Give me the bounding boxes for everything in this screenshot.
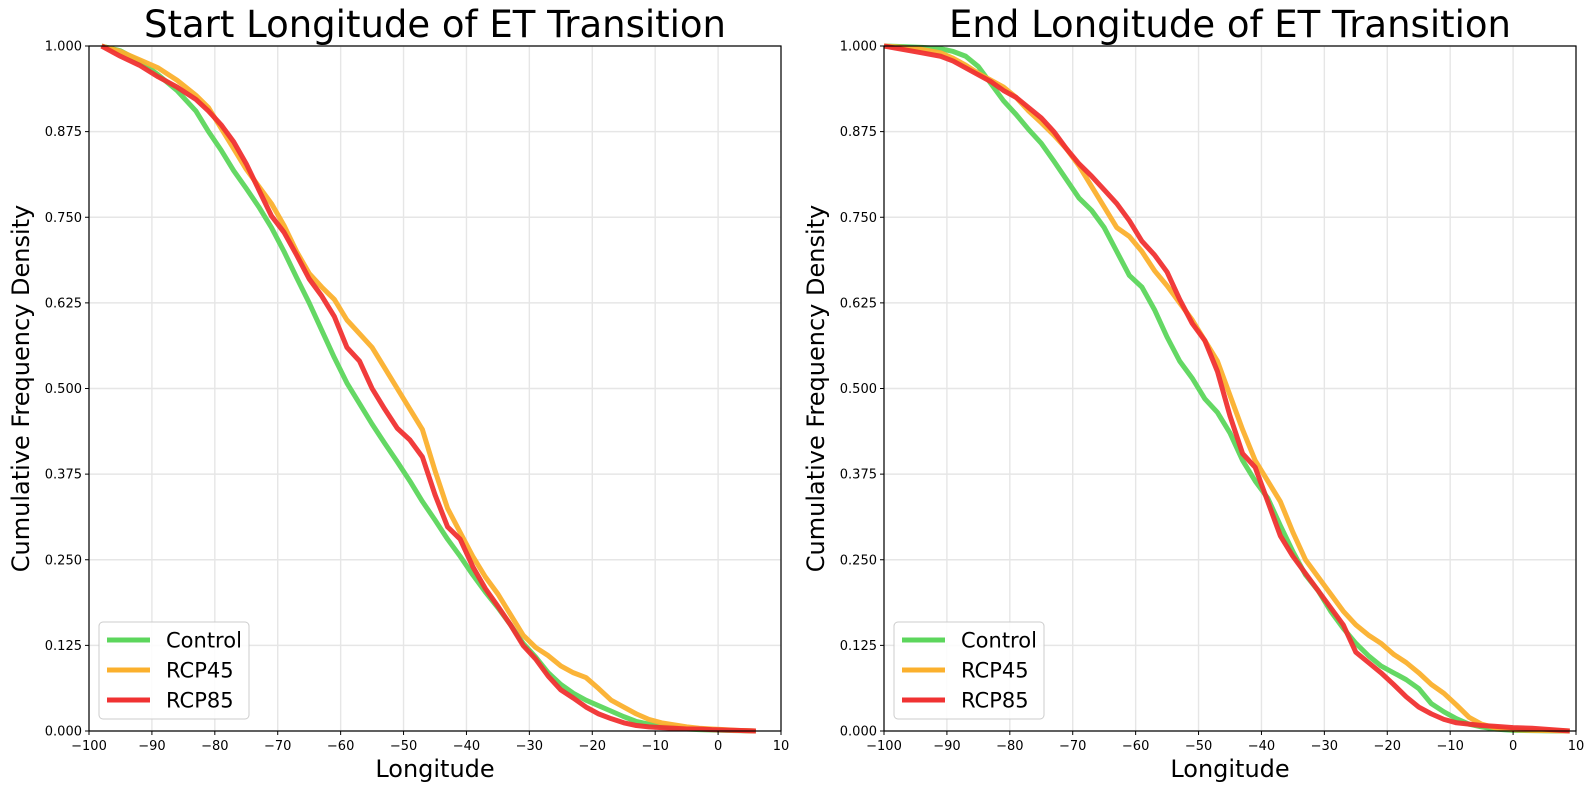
chart-panel-1: −100 −90 −80 −70 −60 −50 −40 −30 −20 −10 0 100.0000… (7, 3, 789, 783)
x-tick-label: −40 (1248, 739, 1275, 754)
x-tick-label: −70 (264, 739, 291, 754)
x-tick-label: −100 (866, 739, 902, 754)
legend: Control RCP45 RCP85 (893, 621, 1045, 720)
y-tick-label: 0.750 (840, 211, 877, 226)
y-tick-label: 0.125 (840, 639, 877, 654)
series-line-control (100, 43, 756, 734)
series-line-rcp85 (100, 43, 756, 734)
x-tick-label: 0 (714, 739, 722, 754)
chart-title: End Longitude of ET Transition (949, 3, 1511, 46)
x-tick-label: −60 (327, 739, 354, 754)
x-tick-label: −100 (71, 739, 107, 754)
x-tick-label: −80 (201, 739, 228, 754)
x-tick-label: −90 (933, 739, 960, 754)
x-tick-label: −20 (1374, 739, 1401, 754)
y-tick-label: 0.500 (840, 382, 877, 397)
legend-label-control: Control (166, 629, 242, 653)
y-tick-label: 0.250 (45, 553, 82, 568)
legend-box (893, 621, 1045, 720)
x-tick-label: 0 (1509, 739, 1517, 754)
legend-label-rcp85: RCP85 (961, 689, 1029, 713)
x-tick-label: −30 (516, 739, 543, 754)
series-line-rcp45 (100, 43, 756, 734)
legend-label-rcp45: RCP45 (961, 659, 1029, 683)
legend-box (98, 621, 250, 720)
series-line-rcp85 (883, 43, 1570, 734)
y-tick-label: 1.000 (45, 40, 82, 55)
x-tick-label: −30 (1311, 739, 1338, 754)
y-tick-label: 0.750 (45, 211, 82, 226)
legend-label-rcp85: RCP85 (166, 689, 234, 713)
x-tick-label: −50 (1185, 739, 1212, 754)
y-tick-label: 0.625 (45, 296, 82, 311)
y-tick-label: 0.000 (840, 725, 877, 740)
x-tick-label: −20 (579, 739, 606, 754)
y-axis-label: Cumulative Frequency Density (802, 205, 830, 572)
x-axis-label: Longitude (1170, 755, 1289, 783)
x-tick-label: −80 (996, 739, 1023, 754)
legend: Control RCP45 RCP85 (98, 621, 250, 720)
y-tick-label: 0.000 (45, 725, 82, 740)
x-tick-label: −40 (453, 739, 480, 754)
x-tick-label: −10 (641, 739, 668, 754)
series-line-control (883, 43, 1570, 734)
y-tick-label: 0.875 (840, 125, 877, 140)
x-tick-label: 10 (773, 739, 790, 754)
y-tick-label: 0.875 (45, 125, 82, 140)
x-tick-label: −10 (1436, 739, 1463, 754)
y-tick-label: 0.500 (45, 382, 82, 397)
y-tick-label: 0.125 (45, 639, 82, 654)
y-tick-label: 0.375 (45, 468, 82, 483)
y-tick-label: 1.000 (840, 40, 877, 55)
x-tick-label: 10 (1568, 739, 1585, 754)
x-tick-label: −70 (1059, 739, 1086, 754)
x-tick-label: −60 (1122, 739, 1149, 754)
chart-panel-2: −100 −90 −80 −70 −60 −50 −40 −30 −20 −10 0 100.0000… (802, 3, 1584, 783)
x-tick-label: −50 (390, 739, 417, 754)
chart-title: Start Longitude of ET Transition (144, 3, 726, 46)
x-axis-label: Longitude (375, 755, 494, 783)
y-tick-label: 0.375 (840, 468, 877, 483)
x-tick-label: −90 (138, 739, 165, 754)
y-tick-label: 0.250 (840, 553, 877, 568)
legend-label-rcp45: RCP45 (166, 659, 234, 683)
legend-label-control: Control (961, 629, 1037, 653)
y-tick-label: 0.625 (840, 296, 877, 311)
y-axis-label: Cumulative Frequency Density (7, 205, 35, 572)
